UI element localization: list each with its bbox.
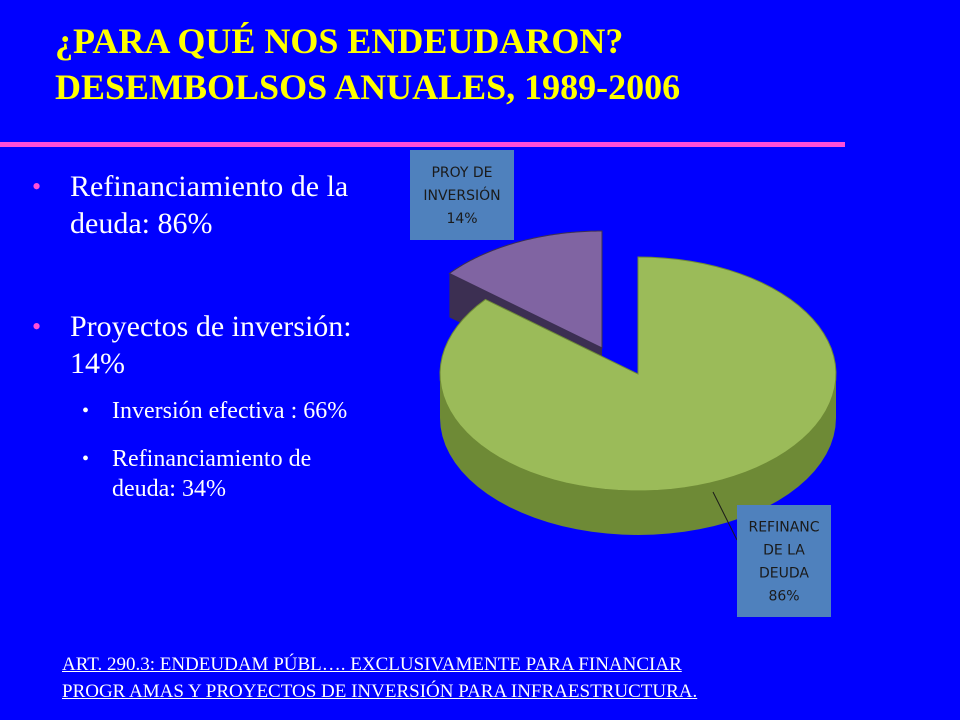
pie-label-0-line-0: PROY DE — [431, 165, 492, 181]
slide-title-line-2: DESEMBOLSOS ANUALES, 1989-2006 — [55, 67, 681, 107]
pie-slice-1-top — [439, 256, 837, 492]
pie-slice-1-rim — [440, 374, 836, 535]
sub-bullet-refinanciamiento-deuda: • Refinanciamiento de deuda: 34% — [28, 444, 378, 504]
pie-label-1-leader — [712, 491, 738, 541]
bullet-item-proyectos: • Proyectos de inversión: 14% — [28, 308, 378, 382]
bullet-dot-icon: • — [32, 172, 42, 201]
sub-bullet-text: Inversión efectiva : 66% — [112, 398, 348, 424]
pie-label-1-line-2: DEUDA — [759, 566, 809, 582]
pie-slice-1 — [439, 256, 837, 535]
sub-bullet-inversion-efectiva: • Inversión efectiva : 66% — [28, 396, 378, 426]
pie-label-1-box — [737, 505, 831, 617]
title-divider — [0, 142, 845, 147]
footnote-line-1: ART. 290.3: ENDEUDAM PÚBL…. EXCLUSIVAMEN… — [62, 654, 682, 675]
footnote: ART. 290.3: ENDEUDAM PÚBL…. EXCLUSIVAMEN… — [62, 651, 922, 705]
pie-label-0-line-1: INVERSIÓN — [423, 186, 500, 204]
bullet-text: Refinanciamiento de la deuda: 86% — [70, 170, 349, 240]
pie-label-0-box — [410, 150, 514, 240]
bullet-text: Proyectos de inversión: 14% — [70, 310, 352, 380]
sub-bullet-dot-icon: • — [82, 448, 90, 470]
footnote-line-2: PROGR AMAS Y PROYECTOS DE INVERSIÓN PARA… — [62, 681, 693, 702]
footnote-period: . — [692, 681, 698, 702]
pie-chart: PROY DE INVERSIÓN 14% REFINANC DE LA DEUDA 86% — [410, 150, 837, 617]
pie-slice-0-top — [448, 230, 603, 349]
slide-title-line-1: ¿PARA QUÉ NOS ENDEUDARON? — [55, 21, 624, 61]
sub-bullet-dot-icon: • — [82, 400, 90, 422]
pie-label-1-line-1: DE LA — [763, 543, 805, 559]
slide-title: ¿PARA QUÉ NOS ENDEUDARON? DESEMBOLSOS AN… — [55, 18, 915, 110]
pie-label-1-line-3: 86% — [768, 589, 799, 605]
pie-label-0-line-2: 14% — [446, 211, 477, 227]
pie-label-1-line-0: REFINANC — [748, 520, 819, 536]
bullet-item-refinanciamiento: • Refinanciamiento de la deuda: 86% — [28, 168, 378, 242]
bullet-dot-icon: • — [32, 312, 42, 341]
bullet-list: • Refinanciamiento de la deuda: 86% • Pr… — [28, 168, 378, 522]
sub-bullet-text: Refinanciamiento de deuda: 34% — [112, 446, 312, 502]
